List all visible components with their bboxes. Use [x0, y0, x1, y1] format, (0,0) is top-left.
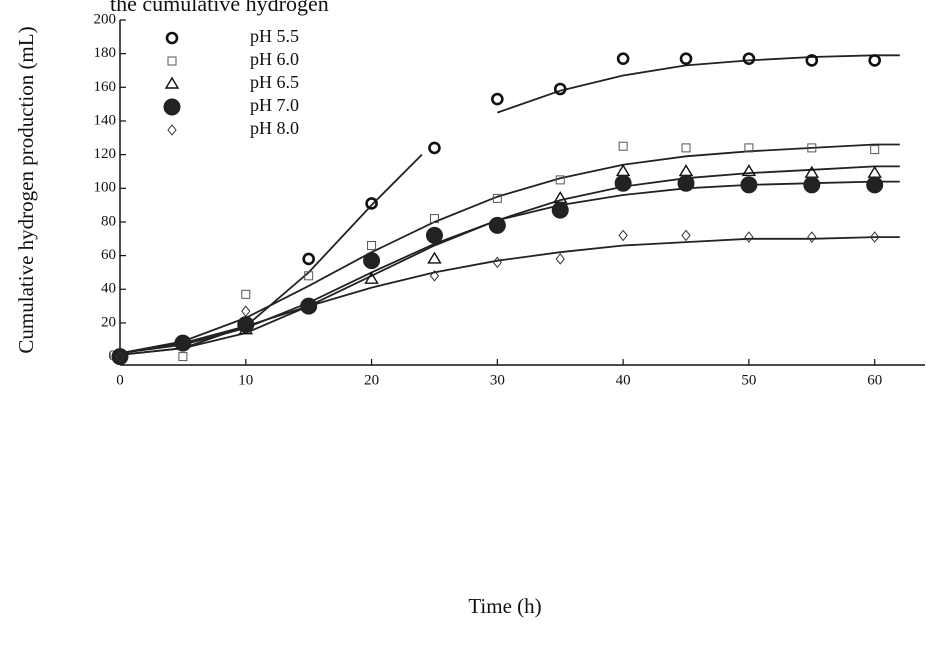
y-tick-label: 200: [94, 11, 117, 27]
point: [870, 145, 880, 155]
y-tick-label: 140: [94, 112, 117, 128]
x-tick-label: 20: [364, 372, 379, 388]
point: [677, 174, 695, 192]
point: [616, 52, 630, 66]
legend-label: pH 7.0: [250, 95, 299, 115]
point: [868, 54, 881, 67]
x-tick-label: 60: [867, 372, 882, 388]
point: [304, 271, 314, 281]
y-tick-label: 180: [94, 45, 117, 61]
point: [807, 231, 817, 243]
legend-marker: [167, 124, 177, 136]
point: [744, 143, 754, 153]
fit-curve: [119, 165, 900, 356]
fit-curve: [119, 143, 900, 355]
point: [679, 52, 693, 66]
point: [363, 252, 381, 270]
point: [491, 92, 504, 106]
x-tick-label: 30: [490, 372, 505, 388]
y-tick-label: 60: [101, 247, 116, 263]
legend-marker: [164, 76, 180, 89]
point: [241, 289, 251, 299]
point: [618, 229, 628, 242]
point: [866, 176, 884, 194]
legend-label: pH 6.0: [250, 49, 299, 69]
point: [740, 176, 758, 194]
x-tick-label: 40: [616, 372, 631, 388]
fit-curve: [119, 236, 900, 355]
x-tick-label: 50: [741, 372, 756, 388]
point: [237, 316, 255, 334]
point: [807, 143, 817, 153]
point: [555, 175, 565, 185]
y-tick-label: 40: [101, 281, 116, 297]
point: [742, 52, 756, 66]
point: [681, 229, 691, 242]
point: [551, 201, 569, 219]
point: [178, 352, 188, 362]
point: [492, 256, 502, 269]
point: [300, 297, 318, 315]
point: [429, 214, 439, 224]
point: [555, 253, 565, 265]
x-tick-label: 10: [238, 372, 253, 388]
fit-curve: [119, 180, 900, 355]
legend-label: pH 8.0: [250, 118, 299, 138]
point: [741, 164, 757, 177]
point: [429, 270, 440, 282]
point: [492, 193, 502, 203]
x-axis-label: Time (h): [468, 594, 541, 618]
point: [618, 141, 628, 151]
point: [744, 231, 754, 243]
y-axis-label: Cumulative hydrogen production (mL): [14, 26, 38, 353]
point: [367, 241, 377, 251]
point: [488, 216, 506, 234]
legend-label: pH 5.5: [250, 26, 299, 46]
y-tick-label: 80: [101, 213, 116, 229]
y-tick-label: 160: [94, 79, 117, 95]
point: [364, 271, 379, 284]
point: [867, 165, 882, 178]
point: [614, 174, 632, 192]
point: [302, 252, 315, 266]
point: [678, 164, 694, 177]
legend-label: pH 6.5: [250, 72, 299, 92]
legend-marker: [165, 31, 179, 45]
cropped-caption: the cumulative hydrogen: [110, 0, 329, 16]
fit-curve: [119, 54, 900, 356]
point: [553, 82, 567, 96]
point: [681, 143, 691, 153]
legend-marker: [167, 56, 177, 66]
point: [111, 348, 129, 366]
point: [804, 165, 820, 178]
point: [615, 164, 631, 177]
x-tick-label: 0: [116, 372, 124, 388]
point: [425, 226, 443, 244]
point: [803, 176, 821, 194]
legend-marker: [163, 98, 181, 116]
point: [241, 305, 251, 317]
point: [428, 141, 441, 155]
point: [805, 54, 819, 67]
y-tick-label: 20: [101, 314, 116, 330]
point: [870, 231, 880, 243]
point: [115, 350, 125, 363]
point: [427, 251, 442, 264]
point: [174, 334, 192, 352]
y-tick-label: 120: [94, 146, 117, 162]
point: [365, 197, 378, 210]
y-tick-label: 100: [94, 180, 117, 196]
